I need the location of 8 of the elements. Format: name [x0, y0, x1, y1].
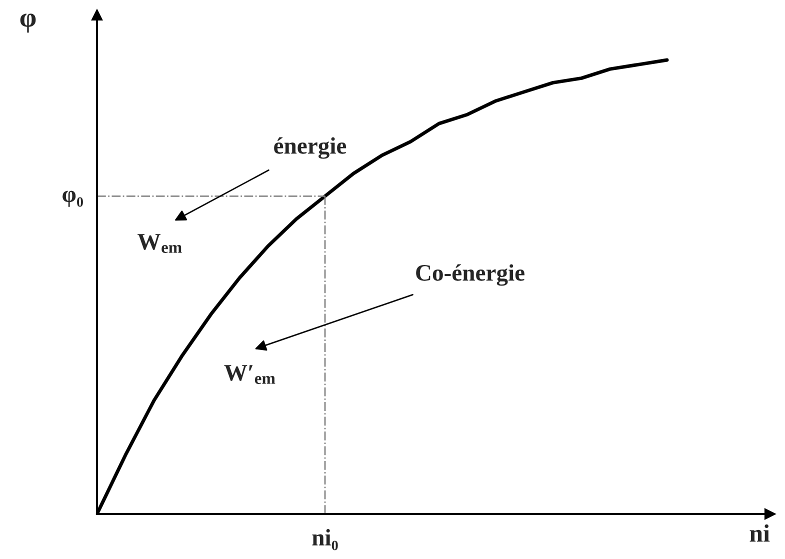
annotation: W$_{em}$: [138, 234, 182, 253]
annotation: W′$_{em}$: [224, 365, 276, 384]
ref-line-label: φ₀: [62, 190, 83, 207]
x-axis-title: ni: [750, 524, 770, 542]
text: ni₀: [312, 528, 338, 550]
annotation: énergie: [274, 137, 346, 159]
y-axis-title: φ: [20, 14, 36, 33]
annotation: Co-énergie: [416, 264, 524, 286]
